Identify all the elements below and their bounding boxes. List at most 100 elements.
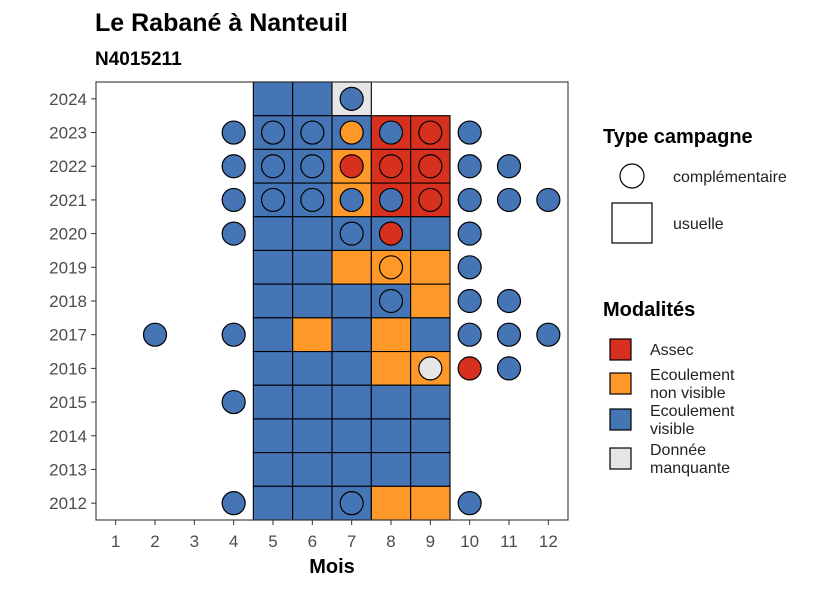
x-tick-label: 11 [500, 532, 518, 551]
complementaire-point [300, 120, 325, 145]
complementaire-point [300, 187, 325, 213]
usuelle-cell [252, 317, 294, 353]
x-tick-label: 3 [190, 532, 199, 551]
usuelle-cell [252, 350, 294, 386]
usuelle-cell [292, 249, 333, 285]
legend-swatch-assec [609, 338, 632, 361]
legend-type-complementaire: complémentaire [673, 169, 787, 186]
complementaire-point [339, 221, 364, 246]
x-tick-label: 1 [111, 532, 120, 551]
usuelle-cell [252, 452, 294, 487]
x-tick-label: 10 [460, 532, 479, 551]
legend: Type campagne complémentaire usuelle Mod… [603, 126, 787, 477]
usuelle-cell [370, 350, 412, 386]
y-tick-label: 2012 [49, 494, 87, 513]
usuelle-cell [370, 452, 412, 487]
complementaire-point [496, 322, 522, 347]
complementaire-point [260, 120, 286, 145]
usuelle-cell [370, 418, 412, 454]
usuelle-cell [370, 317, 412, 353]
complementaire-point [457, 491, 482, 516]
usuelle-cell [252, 418, 294, 454]
x-tick-label: 7 [347, 532, 356, 551]
complementaire-point [496, 187, 522, 213]
usuelle-cell [331, 283, 372, 319]
usuelle-cell [252, 384, 294, 420]
y-tick-label: 2020 [49, 225, 87, 244]
y-tick-label: 2018 [49, 292, 87, 311]
x-tick-label: 4 [229, 532, 238, 551]
usuelle-cell [292, 317, 333, 353]
usuelle-cell [292, 81, 333, 117]
legend-square-symbol [611, 202, 653, 244]
y-axis: 2012 2013 2014 2015 2016 2017 2018 2019 2020 2021… [49, 90, 96, 513]
legend-modalites-title: Modalités [603, 299, 695, 321]
complementaire-point [221, 322, 246, 347]
usuelle-cell [292, 418, 333, 454]
complementaire-point [221, 154, 246, 179]
y-tick-label: 2024 [49, 90, 87, 109]
usuelle-cell [410, 452, 451, 487]
legend-label-donnee_manquante: Donnée [650, 442, 706, 459]
y-tick-label: 2021 [49, 191, 87, 210]
complementaire-point [457, 255, 482, 280]
complementaire-point [339, 491, 364, 516]
complementaire-point [378, 255, 404, 280]
y-tick-label: 2016 [49, 359, 87, 378]
complementaire-point [339, 154, 364, 179]
usuelle-cell [410, 283, 451, 319]
complementaire-point [418, 120, 443, 145]
complementaire-point [457, 356, 482, 381]
usuelle-cell [292, 216, 333, 252]
complementaire-point [378, 288, 404, 314]
y-tick-label: 2014 [49, 427, 87, 446]
complementaire-point [457, 120, 482, 145]
usuelle-cell [370, 485, 412, 521]
usuelle-cell [331, 418, 372, 454]
complementaire-point [457, 154, 482, 179]
usuelle-cell [410, 485, 451, 521]
usuelle-cell [410, 216, 451, 252]
complementaire-point [378, 187, 404, 213]
legend-label-ecoulement_visible: Ecoulement [650, 403, 735, 420]
usuelle-cell [410, 384, 451, 420]
y-tick-label: 2017 [49, 326, 87, 345]
complementaire-point [496, 356, 522, 381]
complementaire-point [378, 154, 404, 179]
usuelle-cell [331, 452, 372, 487]
usuelle-cell [410, 418, 451, 454]
chart-title: Le Rabané à Nanteuil [95, 9, 348, 37]
usuelle-squares [252, 81, 451, 521]
usuelle-cell [292, 452, 333, 487]
usuelle-cell [331, 317, 372, 353]
complementaire-point [260, 154, 286, 179]
complementaire-circles [142, 86, 561, 516]
usuelle-cell [331, 249, 372, 285]
legend-swatch-ecoulement_visible [609, 408, 632, 431]
complementaire-point [221, 120, 246, 145]
usuelle-cell [252, 283, 294, 319]
x-tick-label: 2 [150, 532, 159, 551]
usuelle-cell [292, 283, 333, 319]
complementaire-point [457, 221, 482, 246]
x-tick-label: 5 [268, 532, 277, 551]
complementaire-point [339, 120, 364, 145]
complementaire-point [457, 288, 482, 314]
x-tick-label: 6 [308, 532, 317, 551]
legend-label-ecoulement_non_visible: Ecoulement [650, 367, 735, 384]
complementaire-point [221, 187, 246, 213]
y-tick-label: 2013 [49, 460, 87, 479]
complementaire-point [221, 491, 246, 516]
complementaire-point [142, 322, 168, 347]
legend-swatch-donnee_manquante [609, 447, 632, 470]
complementaire-point [300, 154, 325, 179]
legend-label-ecoulement_visible: visible [650, 421, 695, 438]
usuelle-cell [331, 350, 372, 386]
usuelle-cell [252, 249, 294, 285]
legend-label-assec: Assec [650, 342, 694, 359]
x-tick-label: 12 [539, 532, 558, 551]
usuelle-cell [292, 485, 333, 521]
legend-circle-symbol [619, 163, 645, 189]
